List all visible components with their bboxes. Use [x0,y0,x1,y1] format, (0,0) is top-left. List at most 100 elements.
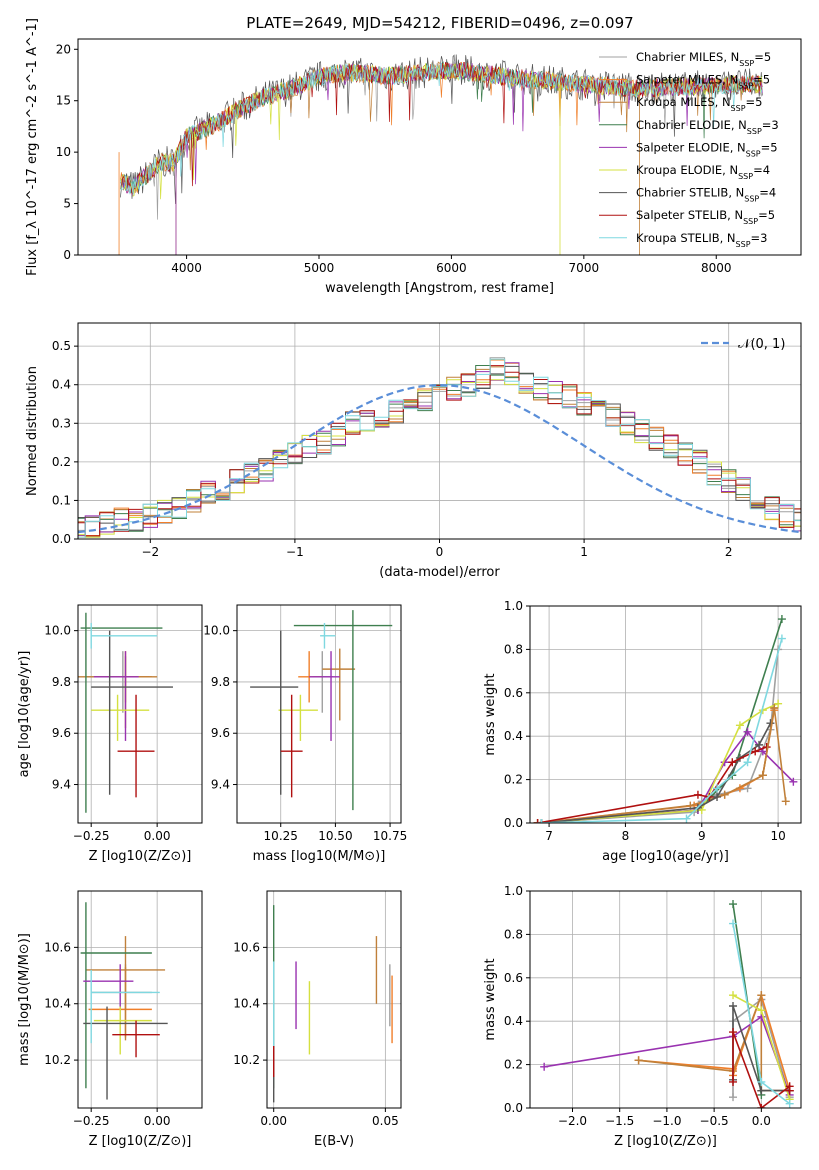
y-tick-label: 10.6 [233,940,260,954]
x-tick-label: 7000 [569,261,600,275]
weight-marker [777,615,786,624]
spectrum-line [120,62,763,196]
y-tick-label: 0 [63,248,71,262]
y-tick-label: 10.4 [44,997,71,1011]
x-tick-label: 2 [725,545,733,559]
panel-mass-vs-Z: −0.25 0.00 10.2 10.4 10.6 Z [log10(Z/Z⊙)] mass… [17,890,203,1149]
hist-step [78,359,801,538]
hist-step [78,365,801,531]
x-tick-label: 10.75 [373,829,407,843]
page-title: PLATE=2649, MJD=54212, FIBERID=0496, z=0… [246,14,633,32]
legend-label: Kroupa MILES, NSSP=5 [636,95,762,113]
y-tick-label: 10.0 [44,624,71,638]
weight-line [537,702,779,823]
x-axis-label: age [log10(age/yr)] [602,849,729,864]
weight-marker [781,797,790,806]
y-tick-label: 9.6 [211,726,230,740]
y-tick-label: 15 [56,94,71,108]
weight-marker [774,699,783,708]
axes-frame [77,890,203,1109]
y-tick-label: 10.2 [233,1053,260,1067]
spectrum-line [120,62,763,195]
weight-marker [755,740,764,749]
plot-area-spectrum [118,54,763,255]
weight-line [762,707,787,802]
x-tick-label: 1 [580,545,588,559]
panel-mass-weight-vs-age: 7 8 9 10 0.0 0.2 0.4 0.6 0.8 1.0 age [log10(age/yr… [483,599,802,864]
y-axis-label: Flux [f_λ 10^-17 erg cm^-2 s^-1 A^-1] [25,18,40,276]
weight-marker [758,771,767,780]
y-tick-label: 0.2 [504,773,523,787]
weight-marker [743,758,752,767]
plot-area-mass-vs-EBV [273,905,393,1103]
x-axis-label: E(B-V) [314,1134,354,1149]
y-tick-label: 10.6 [44,940,71,954]
y-axis-label: mass [log10(M/M⊙)] [17,933,32,1066]
x-tick-label: 8000 [701,261,732,275]
panel-spectrum: 4000 5000 6000 7000 8000 0 5 10 15 20 wavelength [… [25,18,802,296]
y-tick-label: 9.4 [52,778,71,792]
y-tick-label: 0.4 [504,729,523,743]
legend-label: Salpeter ELODIE, NSSP=5 [636,140,778,158]
weight-marker [729,919,738,928]
weight-marker [682,814,691,823]
y-axis-label: Normed distribution [25,366,40,496]
weight-marker [720,790,729,799]
plot-area-residuals [78,357,801,538]
plot-area-age-vs-Z [78,612,173,813]
y-tick-label: 0.3 [52,416,71,430]
weight-marker [785,1086,794,1095]
weight-marker [770,703,779,712]
x-tick-label: 0.00 [260,1114,287,1128]
weight-marker [757,1086,766,1095]
legend-label: 𝒩(0, 1) [738,337,785,352]
panel-age-vs-mass: 10.25 10.50 10.75 9.4 9.6 9.8 10.0 mass [log10(… [203,604,407,864]
axes-frame [77,38,802,256]
x-axis-label: Z [log10(Z/Z⊙)] [89,1134,192,1149]
weight-marker [728,758,737,767]
weight-marker [789,777,798,786]
y-tick-label: 9.8 [52,675,71,689]
legend-label: Kroupa ELODIE, NSSP=4 [636,163,770,181]
y-tick-label: 0.0 [52,532,71,546]
weight-marker [743,727,752,736]
legend-label: Chabrier ELODIE, NSSP=3 [636,118,779,136]
x-tick-label: 0.00 [144,829,171,843]
plot-area-age-vs-mass [250,610,393,811]
y-axis-label: mass weight [483,958,498,1040]
y-tick-label: 1.0 [504,884,523,898]
weight-marker [693,790,702,799]
weight-marker [757,1006,766,1015]
axes-frame [236,604,402,824]
y-tick-label: 0.8 [504,927,523,941]
x-tick-label: −2 [141,545,159,559]
x-tick-label: −1.0 [652,1114,681,1128]
axes-frame [529,890,802,1109]
x-tick-label: −1 [286,545,304,559]
x-axis-label: wavelength [Angstrom, rest frame] [325,281,554,296]
y-tick-label: 10.4 [233,997,260,1011]
x-tick-label: 4000 [171,261,202,275]
plot-area-mass-weight-vs-Z [540,900,794,1108]
axes-frame [266,890,402,1109]
y-tick-label: 0.1 [52,493,71,507]
weight-marker [713,792,722,801]
weight-marker [757,991,766,1000]
weight-marker [540,1062,549,1071]
x-tick-label: 9 [698,829,706,843]
weight-marker [533,819,542,823]
hist-step [78,358,801,538]
x-tick-label: 0 [436,545,444,559]
x-tick-label: −0.25 [73,829,110,843]
x-axis-label: mass [log10(M/M⊙)] [253,849,386,864]
normal-curve [78,383,801,534]
axes-frame [529,605,802,824]
y-tick-label: 20 [56,42,71,56]
x-tick-label: 7 [545,829,553,843]
legend-label: Chabrier MILES, NSSP=5 [636,50,771,68]
weight-marker [729,991,738,1000]
x-tick-label: 8 [622,829,630,843]
weight-line [537,746,767,823]
